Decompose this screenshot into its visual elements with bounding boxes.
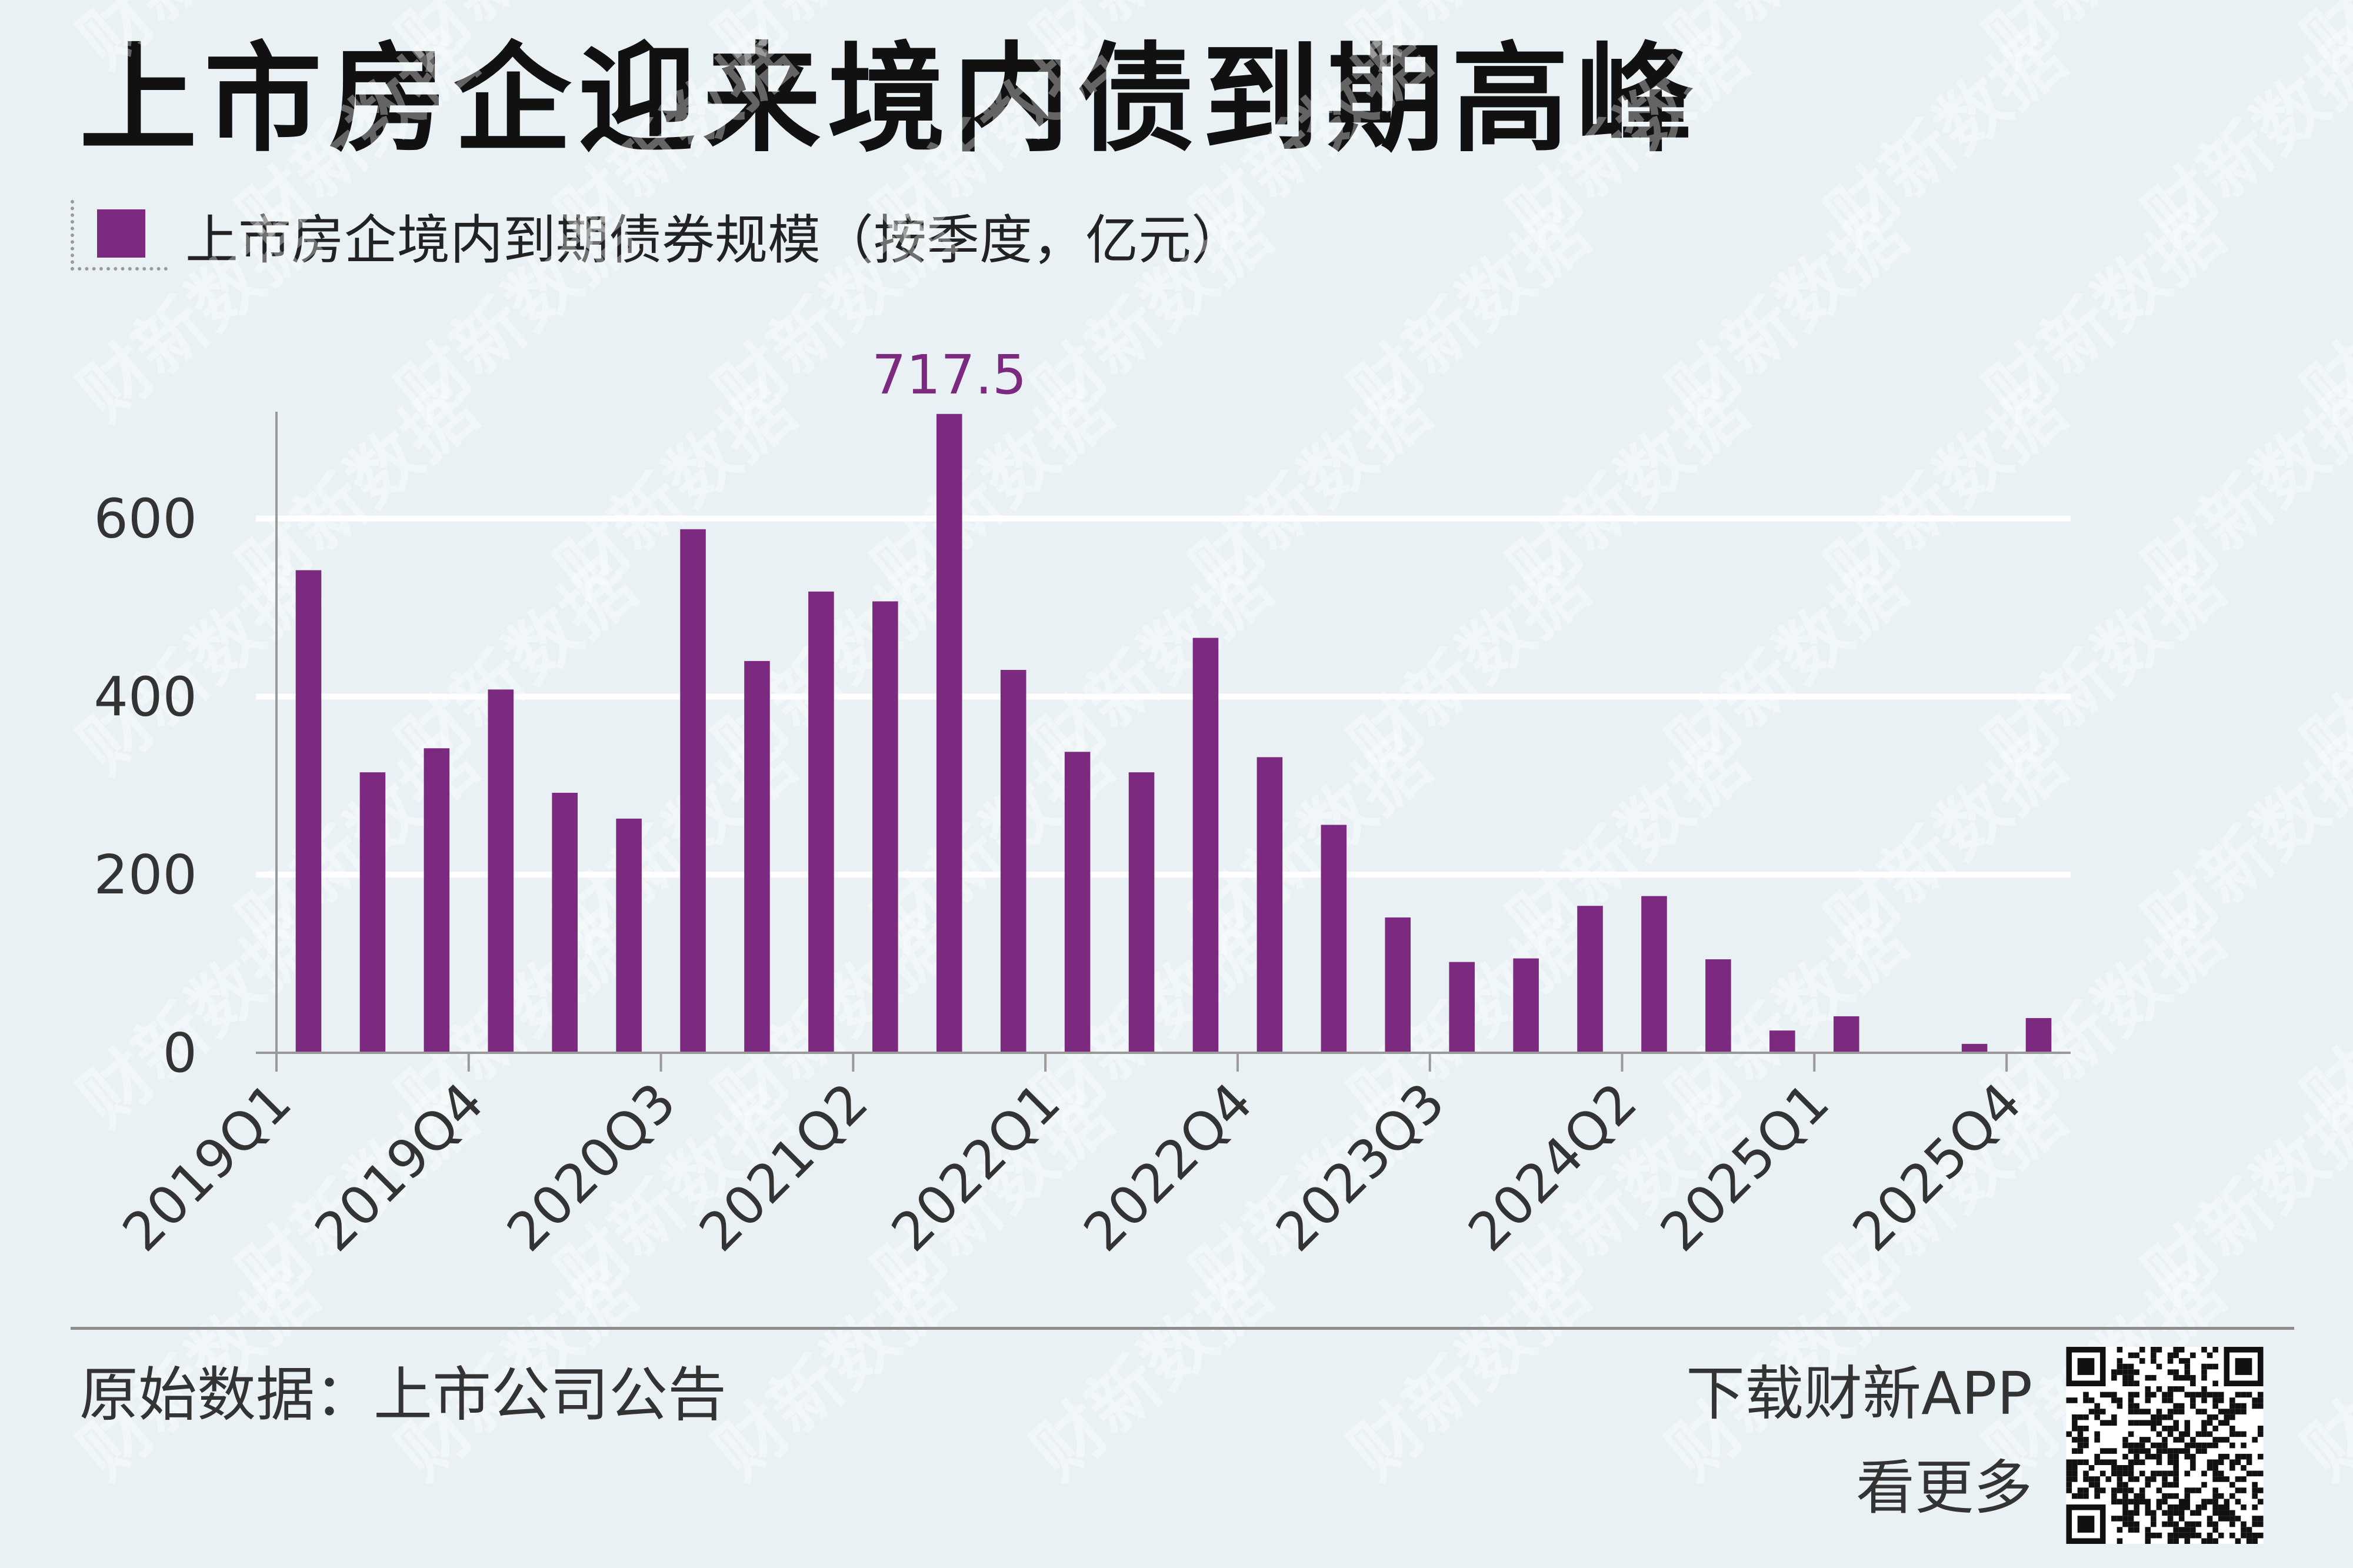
- bar-2024Q3: [1705, 959, 1731, 1053]
- bar-2025Q4: [2025, 1017, 2052, 1053]
- bar-2019Q1: [295, 570, 322, 1053]
- watermark-text: 财新数据: [2288, 1251, 2353, 1495]
- bar-2024Q4: [1769, 1030, 1795, 1053]
- bars: [295, 413, 2052, 1053]
- chart-title: 上市房企迎来境内债到期高峰: [79, 31, 1701, 168]
- promo-line-2: 看更多: [1856, 1453, 2032, 1522]
- legend-marker-frame: [71, 200, 168, 271]
- app-promo: 下载财新APP 看更多: [1686, 1347, 2032, 1535]
- legend-label: 上市房企境内到期债券规模（按季度，亿元）: [185, 209, 1244, 271]
- bar-2020Q2: [616, 818, 642, 1053]
- bar-2021Q4: [1000, 670, 1026, 1053]
- bar-2024Q2: [1641, 896, 1667, 1053]
- bar-2021Q1: [808, 591, 834, 1053]
- bar-2021Q3: [936, 413, 962, 1053]
- watermark-text: 财新数据: [64, 0, 333, 84]
- y-tick-label: 600: [94, 488, 197, 551]
- bar-2023Q1: [1321, 825, 1347, 1053]
- bar-2022Q2: [1128, 772, 1155, 1053]
- bar-2020Q3: [680, 529, 706, 1053]
- bar-2022Q3: [1192, 638, 1219, 1053]
- bar-2023Q2: [1385, 917, 1411, 1053]
- source-note: 原始数据：上市公司公告: [79, 1360, 726, 1429]
- footer-divider: [71, 1327, 2294, 1330]
- y-tick-label: 200: [94, 843, 197, 906]
- watermark-text: 财新数据: [699, 1251, 968, 1495]
- bar-2025Q1: [1833, 1016, 1859, 1053]
- watermark-text: 财新数据: [1335, 1251, 1604, 1495]
- bar-2020Q1: [552, 792, 578, 1053]
- bar-2021Q2: [872, 601, 898, 1053]
- bar-2019Q4: [488, 689, 514, 1053]
- bar-2023Q3: [1449, 962, 1475, 1053]
- legend: 上市房企境内到期债券规模（按季度，亿元）: [71, 197, 1244, 273]
- gridlines: [256, 515, 2071, 878]
- bar-2023Q4: [1513, 958, 1539, 1053]
- qr-code[interactable]: [2062, 1347, 2268, 1544]
- y-tick-label: 400: [94, 665, 197, 728]
- bar-2022Q4: [1257, 757, 1283, 1053]
- watermark-text: 财新数据: [64, 192, 333, 436]
- bar-2024Q1: [1577, 906, 1603, 1053]
- bar-2025Q3: [1961, 1043, 1988, 1053]
- promo-line-1: 下载财新APP: [1685, 1359, 2032, 1428]
- axes: [256, 412, 2071, 1072]
- bar-2019Q3: [424, 748, 450, 1053]
- bar-2022Q1: [1064, 752, 1091, 1053]
- watermark-text: 财新数据: [1017, 1251, 1286, 1495]
- y-tick-label: 0: [162, 1022, 197, 1085]
- bar-2020Q4: [744, 660, 770, 1053]
- legend-swatch: [96, 209, 145, 258]
- bar-2019Q2: [359, 772, 386, 1053]
- value-annotation: 717.5: [872, 343, 1026, 406]
